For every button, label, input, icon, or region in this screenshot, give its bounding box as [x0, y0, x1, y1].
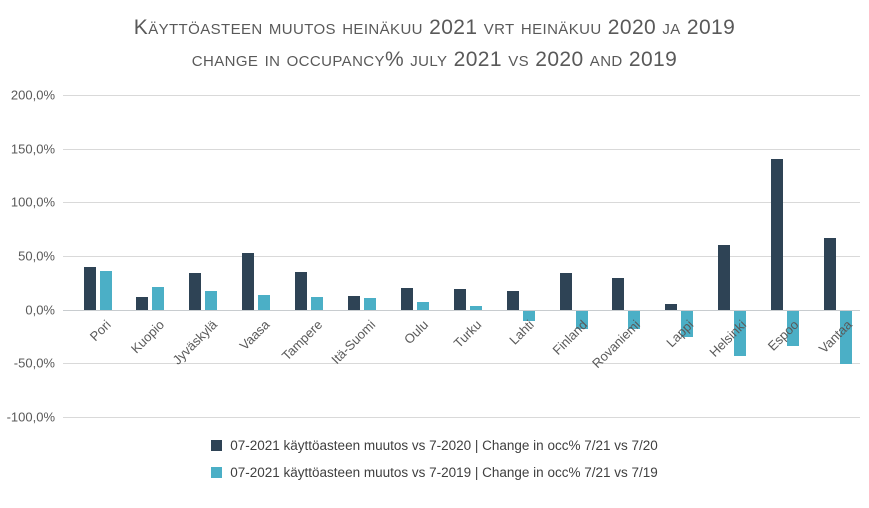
chart-title: Käyttöasteen muutos heinäkuu 2021 vrt he… — [0, 12, 869, 76]
bar-it-suomi-series1 — [347, 295, 360, 310]
bar-finland-series2 — [575, 310, 588, 329]
bar-vaasa-series2 — [258, 294, 271, 310]
bar-lahti-series2 — [522, 310, 535, 322]
y-tick-label: 150,0% — [10, 141, 55, 157]
bar-vaasa-series1 — [242, 252, 255, 310]
legend-item-series2: 07-2021 käyttöasteen muutos vs 7-2019 | … — [211, 465, 658, 480]
chart-title-line2: change in occupancy% july 2021 vs 2020 a… — [191, 48, 678, 71]
bar-lappi-series2 — [681, 310, 694, 338]
y-tick-label: -100,0% — [6, 409, 55, 425]
y-tick-label: -50,0% — [13, 355, 55, 371]
bar-rovaniemi-series2 — [628, 310, 641, 329]
x-tick-label: Kuopio — [127, 316, 168, 356]
bar-tampere-series1 — [295, 272, 307, 310]
legend: 07-2021 käyttöasteen muutos vs 7-2020 | … — [0, 438, 869, 480]
x-tick-label: Tampere — [279, 316, 326, 364]
bar-vantaa-series1 — [824, 237, 836, 310]
zero-axis-line — [63, 309, 860, 311]
x-tick-label: Vaasa — [236, 316, 273, 353]
bar-tampere-series2 — [311, 296, 323, 310]
bar-helsinki-series1 — [718, 245, 731, 310]
bar-kuopio-series1 — [136, 296, 149, 310]
bar-jyv-skyl--series1 — [189, 273, 202, 310]
bar-pori-series1 — [83, 266, 96, 310]
bar-finland-series1 — [559, 273, 572, 310]
x-tick-label: Itä-Suomi — [328, 316, 379, 367]
legend-color-swatch — [211, 440, 223, 451]
gridline — [63, 202, 860, 204]
x-tick-label: Pori — [87, 316, 115, 344]
legend-item-series1: 07-2021 käyttöasteen muutos vs 7-2020 | … — [211, 438, 658, 453]
bar-oulu-series1 — [400, 288, 413, 310]
bar-espoo-series1 — [771, 159, 784, 310]
bar-jyv-skyl--series2 — [205, 291, 218, 310]
x-tick-label: Finland — [549, 316, 591, 358]
gridline — [63, 363, 860, 365]
bar-it-suomi-series2 — [363, 297, 376, 310]
gridline — [63, 417, 860, 418]
bar-kuopio-series2 — [152, 287, 165, 310]
bar-rovaniemi-series1 — [612, 277, 625, 310]
bar-oulu-series2 — [416, 302, 429, 310]
bar-lappi-series1 — [665, 304, 678, 310]
bar-espoo-series2 — [787, 310, 800, 347]
y-tick-label: 200,0% — [10, 87, 55, 103]
x-tick-label: Jyväskylä — [169, 316, 220, 368]
gridline — [63, 256, 860, 257]
bar-turku-series1 — [453, 289, 466, 310]
bar-lahti-series1 — [506, 291, 519, 310]
plot-area: Pori Kuopio Jyväskylä Vaasa Tampere Itä-Suomi… — [63, 95, 860, 418]
bar-pori-series2 — [99, 271, 112, 310]
bar-vantaa-series2 — [840, 310, 852, 365]
gridline — [63, 148, 860, 150]
y-tick-label: 50,0% — [18, 248, 55, 264]
bar-helsinki-series2 — [734, 310, 747, 356]
legend-color-swatch — [211, 467, 223, 478]
legend-label: 07-2021 käyttöasteen muutos vs 7-2019 | … — [230, 465, 658, 480]
chart-title-line1: Käyttöasteen muutos heinäkuu 2021 vrt he… — [133, 16, 736, 39]
y-axis: 200,0% 150,0% 100,0% 50,0% 0,0% -50,0% -100,0% — [0, 88, 55, 425]
gridline — [63, 95, 860, 96]
y-tick-label: 100,0% — [10, 194, 55, 210]
x-tick-label: Turku — [450, 316, 485, 351]
legend-label: 07-2021 käyttöasteen muutos vs 7-2020 | … — [230, 438, 658, 453]
y-tick-label: 0,0% — [25, 302, 55, 318]
x-tick-label: Oulu — [401, 316, 432, 347]
bar-turku-series2 — [469, 306, 482, 310]
